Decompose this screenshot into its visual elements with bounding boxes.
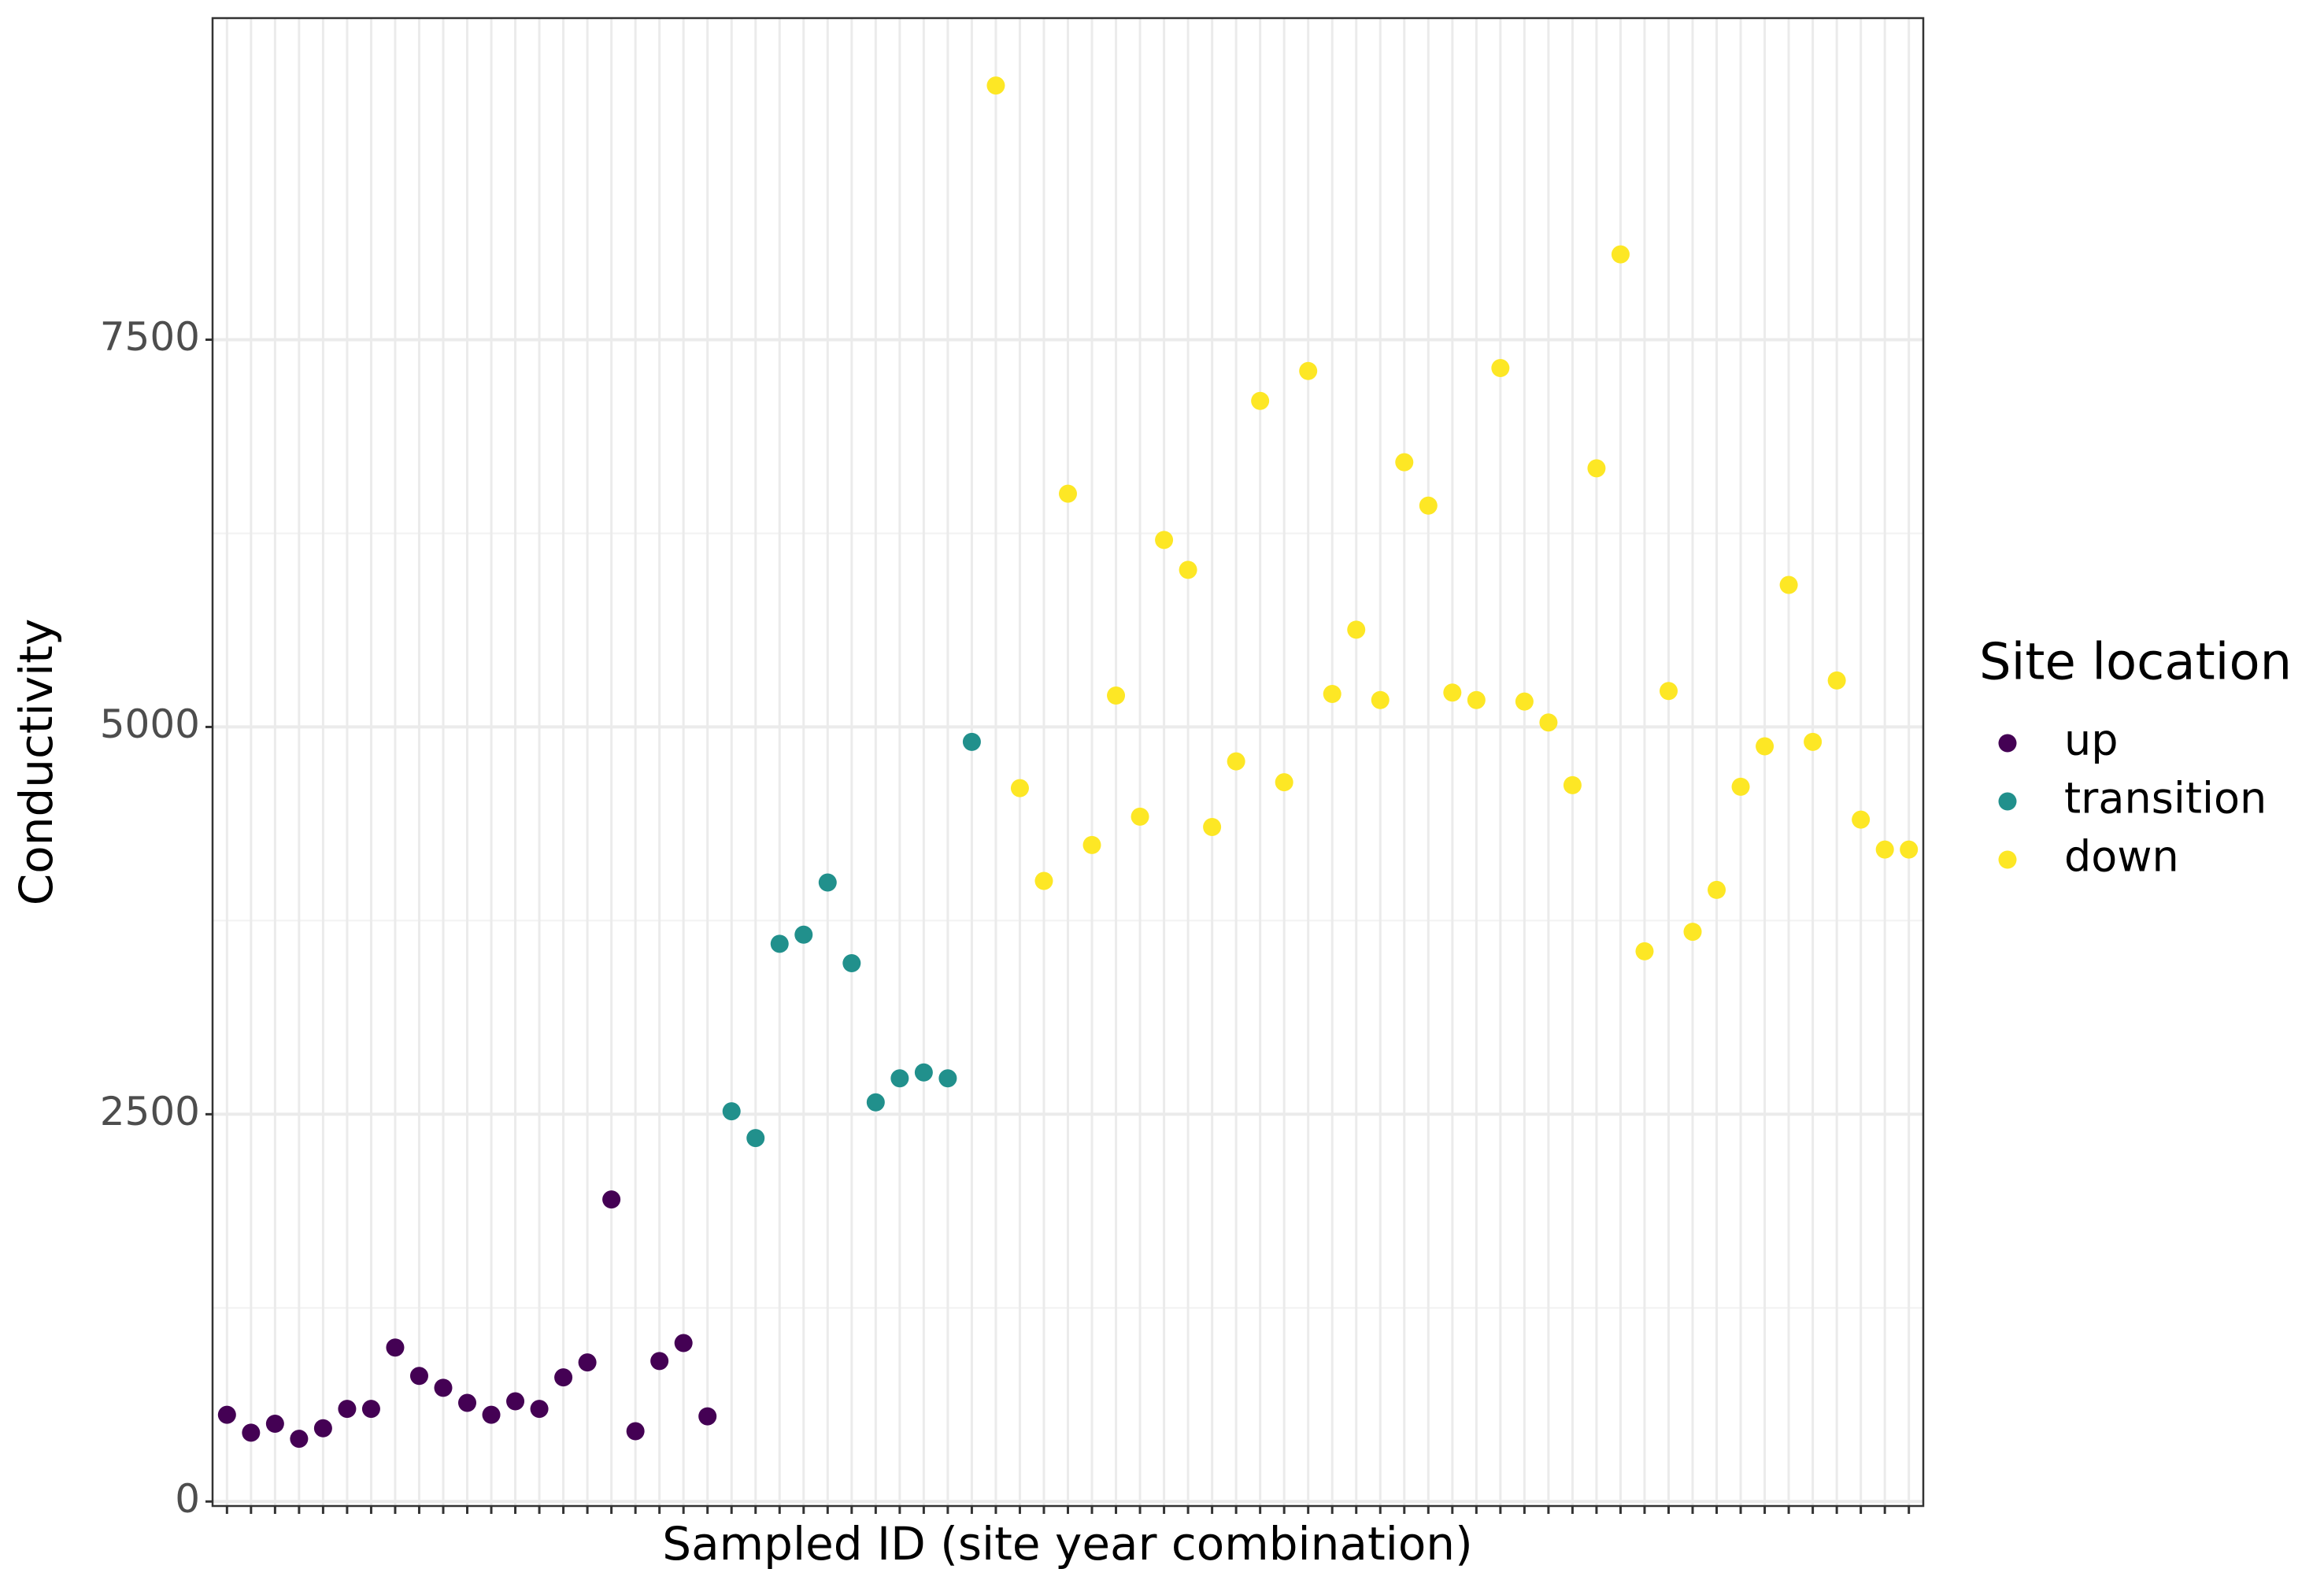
point (265, 1415, 284, 1434)
point (242, 1423, 261, 1442)
point (361, 1400, 380, 1419)
point (602, 1190, 621, 1209)
point (1852, 810, 1871, 829)
point (1251, 391, 1270, 410)
point (506, 1392, 525, 1411)
legend-marker (1998, 792, 2017, 811)
point (962, 732, 981, 751)
point (914, 1063, 933, 1082)
point (626, 1422, 645, 1441)
point (1299, 361, 1318, 380)
point (1107, 686, 1126, 705)
y-axis-title: Conductivity (9, 619, 63, 906)
point (1203, 818, 1222, 837)
point (650, 1352, 669, 1371)
point (1467, 690, 1486, 709)
point (698, 1407, 717, 1426)
point (1587, 459, 1606, 478)
point (1827, 671, 1846, 690)
y-tick-label: 5000 (100, 701, 200, 747)
point (1395, 453, 1414, 472)
point (578, 1353, 597, 1372)
point (986, 76, 1005, 95)
point (1155, 531, 1174, 549)
point (1010, 779, 1029, 797)
point (1804, 732, 1823, 751)
y-tick-label: 7500 (100, 314, 200, 360)
point (842, 954, 861, 973)
point (458, 1393, 477, 1412)
point (818, 873, 837, 892)
point (1515, 692, 1534, 711)
point (938, 1069, 957, 1088)
point (1683, 923, 1702, 942)
point (1659, 682, 1678, 701)
point (386, 1338, 405, 1357)
legend-label: up (2064, 716, 2119, 765)
legend-title: Site location (1979, 634, 2292, 692)
point (1443, 683, 1462, 702)
point (1900, 840, 1919, 859)
point (1323, 685, 1341, 704)
point (409, 1367, 428, 1386)
point (554, 1368, 573, 1387)
point (1082, 835, 1101, 854)
legend-label: transition (2064, 774, 2267, 823)
point (1227, 752, 1245, 771)
legend-label: down (2064, 832, 2179, 882)
point (1635, 942, 1654, 960)
point (866, 1093, 885, 1112)
point (1563, 775, 1582, 794)
point (313, 1419, 332, 1438)
point (890, 1069, 909, 1088)
y-tick-label: 2500 (100, 1089, 200, 1134)
point (1731, 777, 1750, 796)
point (1347, 620, 1366, 639)
x-axis-title: Sampled ID (site year combination) (662, 1517, 1472, 1571)
point (290, 1430, 309, 1449)
point (1131, 807, 1149, 826)
point (1779, 575, 1798, 594)
point (217, 1405, 236, 1424)
point (482, 1405, 501, 1424)
point (530, 1400, 549, 1419)
legend-marker (1998, 734, 2017, 753)
point (1875, 840, 1894, 859)
point (1611, 245, 1630, 264)
point (1059, 484, 1077, 503)
point (770, 934, 789, 953)
panel-border (211, 17, 1925, 1508)
point (434, 1378, 453, 1397)
point (1491, 359, 1510, 378)
point (1371, 690, 1390, 709)
point (746, 1129, 765, 1148)
point (1756, 737, 1774, 756)
point (1419, 496, 1438, 515)
point (1539, 713, 1558, 732)
point (338, 1400, 357, 1419)
point (794, 925, 813, 944)
point (1179, 561, 1197, 579)
point (722, 1102, 741, 1121)
point (1275, 773, 1293, 792)
legend-marker (1998, 850, 2017, 869)
point (1708, 880, 1726, 899)
point (674, 1334, 693, 1352)
point (1034, 871, 1053, 890)
y-tick-label: 0 (175, 1476, 200, 1522)
